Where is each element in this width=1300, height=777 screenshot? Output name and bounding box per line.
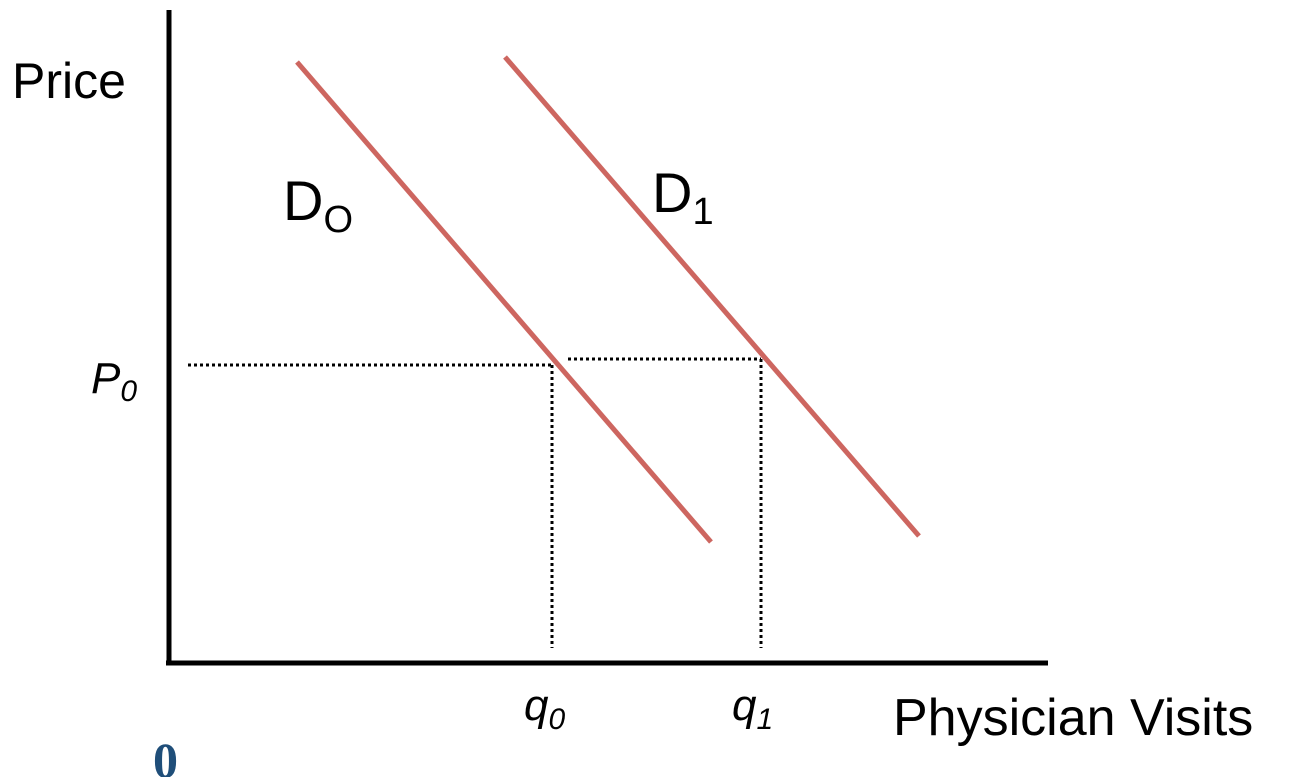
price-marker-p0: P0 xyxy=(91,354,137,408)
demand-curve-d0 xyxy=(295,60,713,544)
curve-label-d1-main: D xyxy=(652,161,692,224)
quantity-marker-q1-sub: 1 xyxy=(756,703,773,736)
price-marker-main: P xyxy=(91,354,121,403)
demand-curve-d1 xyxy=(503,55,921,538)
curve-label-d1-sub: 1 xyxy=(692,191,713,233)
curve-label-d0-main: D xyxy=(283,169,323,232)
quantity-marker-q1-main: q xyxy=(732,681,757,730)
origin-label: 0 xyxy=(153,732,178,777)
quantity-marker-q0: q0 xyxy=(524,681,565,736)
x-axis-label: Physician Visits xyxy=(893,689,1253,747)
y-axis-label: Price xyxy=(12,53,126,109)
curve-label-d0-sub: O xyxy=(323,199,353,241)
quantity-marker-q0-main: q xyxy=(524,681,549,730)
quantity-marker-q1: q1 xyxy=(732,681,773,736)
quantity-marker-q0-sub: 0 xyxy=(548,703,565,736)
curve-label-d0: DO xyxy=(283,169,353,241)
price-marker-sub: 0 xyxy=(120,375,137,408)
curve-label-d1: D1 xyxy=(652,161,714,233)
